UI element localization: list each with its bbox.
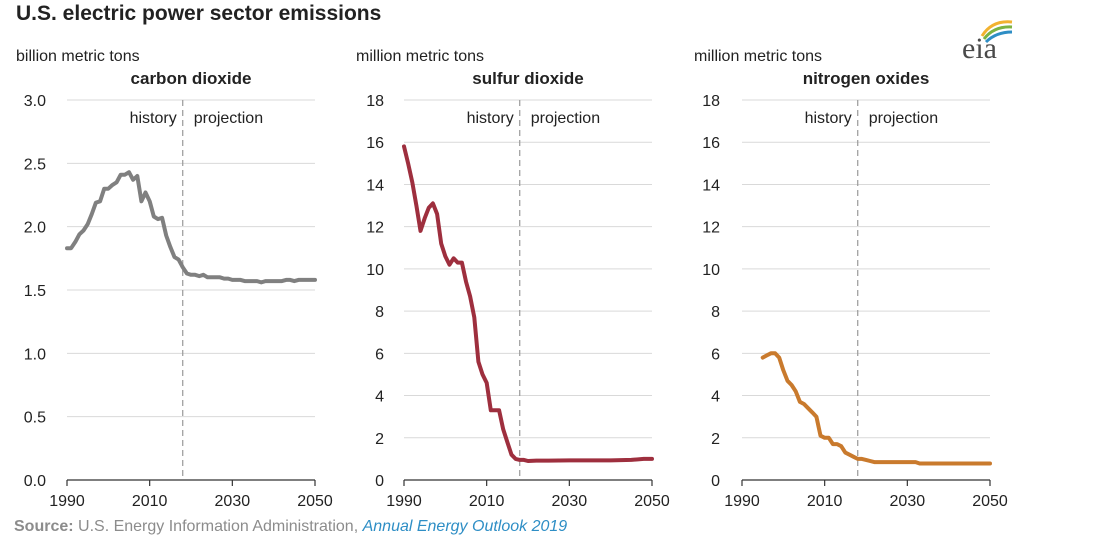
nox-unit-label: million metric tons	[694, 48, 822, 65]
co2-unit-label: billion metric tons	[16, 48, 140, 65]
co2-y-tick-label: 1.0	[24, 346, 46, 363]
nox-y-tick-label: 6	[711, 346, 720, 363]
co2-y-tick-label: 1.5	[24, 283, 46, 300]
co2-x-tick-label: 2010	[132, 493, 168, 510]
co2-series-line	[65, 170, 317, 285]
so2-y-tick-label: 0	[375, 473, 384, 490]
co2-y-tick-label: 0.5	[24, 410, 46, 427]
so2-unit-label: million metric tons	[356, 48, 484, 65]
nox-x-tick-label: 2050	[972, 493, 1008, 510]
so2-x-tick-label: 1990	[386, 493, 422, 510]
source-note: Source: U.S. Energy Information Administ…	[14, 518, 567, 536]
co2-projection-annotation: projection	[194, 110, 263, 127]
so2-y-tick-label: 14	[366, 177, 384, 194]
so2-y-tick-label: 16	[366, 135, 384, 152]
so2-y-tick-label: 4	[375, 389, 384, 406]
so2-history-annotation: history	[467, 110, 514, 127]
co2-x-tick-label: 2050	[297, 493, 333, 510]
co2-panel-title: carbon dioxide	[131, 69, 252, 88]
co2-y-tick-label: 3.0	[24, 93, 46, 110]
source-publication-link[interactable]: Annual Energy Outlook 2019	[362, 518, 568, 535]
nox-x-tick-label: 2010	[807, 493, 843, 510]
so2-panel-title: sulfur dioxide	[472, 69, 583, 88]
nox-x-tick-label: 1990	[724, 493, 760, 510]
nox-history-annotation: history	[805, 110, 852, 127]
nox-series-line	[760, 351, 992, 466]
so2-projection-annotation: projection	[531, 110, 600, 127]
chart-title: U.S. electric power sector emissions	[16, 2, 382, 25]
source-label: Source:	[14, 518, 74, 535]
so2-x-tick-label: 2050	[634, 493, 670, 510]
eia-logo-text: eia	[962, 32, 997, 65]
nox-y-tick-label: 4	[711, 389, 720, 406]
eia-logo-icon: eia	[962, 20, 1013, 65]
co2-history-annotation: history	[130, 110, 177, 127]
so2-x-tick-label: 2010	[469, 493, 505, 510]
so2-y-tick-label: 18	[366, 93, 384, 110]
so2-y-tick-label: 8	[375, 304, 384, 321]
nox-y-tick-label: 0	[711, 473, 720, 490]
nox-y-tick-label: 12	[702, 220, 720, 237]
nox-y-tick-label: 2	[711, 431, 720, 448]
nox-x-tick-label: 2030	[890, 493, 926, 510]
so2-series-line	[402, 144, 654, 463]
nox-y-tick-label: 16	[702, 135, 720, 152]
source-text: U.S. Energy Information Administration,	[73, 518, 363, 535]
nox-y-tick-label: 18	[702, 93, 720, 110]
so2-y-tick-label: 10	[366, 262, 384, 279]
co2-x-tick-label: 1990	[49, 493, 85, 510]
nox-panel-title: nitrogen oxides	[803, 69, 930, 88]
so2-y-tick-label: 6	[375, 346, 384, 363]
nox-y-tick-label: 8	[711, 304, 720, 321]
co2-y-tick-label: 0.0	[24, 473, 46, 490]
nox-projection-annotation: projection	[869, 110, 938, 127]
so2-y-tick-label: 12	[366, 220, 384, 237]
so2-x-tick-label: 2030	[552, 493, 588, 510]
nox-y-tick-label: 14	[702, 177, 720, 194]
co2-y-tick-label: 2.0	[24, 220, 46, 237]
so2-y-tick-label: 2	[375, 431, 384, 448]
nox-y-tick-label: 10	[702, 262, 720, 279]
co2-y-tick-label: 2.5	[24, 156, 46, 173]
co2-x-tick-label: 2030	[215, 493, 251, 510]
